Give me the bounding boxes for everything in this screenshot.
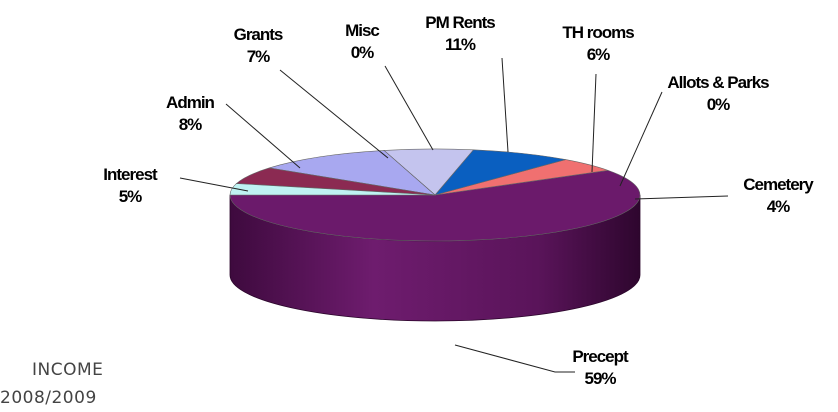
slice-value-cemetery: 4% (767, 197, 790, 216)
pie-slice-precept (229, 170, 641, 242)
slice-value-th-rooms: 6% (587, 45, 610, 64)
slice-label-interest: Interest (103, 165, 158, 184)
slice-value-grants: 7% (247, 47, 270, 66)
slice-value-allots-parks: 0% (707, 95, 730, 114)
leader-line-th-rooms (591, 73, 597, 173)
slice-label-cemetery: Cemetery (743, 175, 814, 194)
slice-label-pm-rents: PM Rents (425, 13, 495, 32)
leader-line-misc (384, 65, 434, 151)
pie-slice-pm-rents (269, 150, 436, 196)
slice-label-th-rooms: TH rooms (562, 23, 634, 42)
slice-value-precept: 59% (584, 369, 616, 388)
slice-label-precept: Precept (572, 347, 629, 366)
slice-labels: Precept 59% Interest 5% Admin 8% Grants 7% Misc 0… (103, 13, 815, 388)
chart-caption-year: 2008/2009 (0, 388, 97, 408)
slice-label-misc: Misc (345, 21, 379, 40)
pie-slice-cemetery (229, 183, 436, 196)
pie-slices (229, 148, 641, 242)
leader-line-allots-parks (619, 91, 663, 187)
chart-caption-title: INCOME (32, 360, 104, 380)
leader-line-admin (225, 103, 301, 169)
leader-line-interest (179, 177, 249, 192)
slice-value-interest: 5% (119, 187, 142, 206)
slice-value-misc: 0% (351, 43, 374, 62)
leader-line-precept (454, 344, 575, 373)
leader-line-grants (279, 69, 389, 159)
pie-slice-admin (434, 149, 566, 196)
leader-line-pm-rents (501, 57, 509, 153)
slice-label-allots-parks: Allots & Parks (667, 73, 769, 92)
leader-lines (179, 57, 729, 373)
slice-label-admin: Admin (166, 93, 215, 112)
slice-value-admin: 8% (179, 115, 202, 134)
slice-label-grants: Grants (234, 25, 283, 44)
slice-value-pm-rents: 11% (445, 35, 476, 54)
leader-line-cemetery (634, 195, 729, 200)
